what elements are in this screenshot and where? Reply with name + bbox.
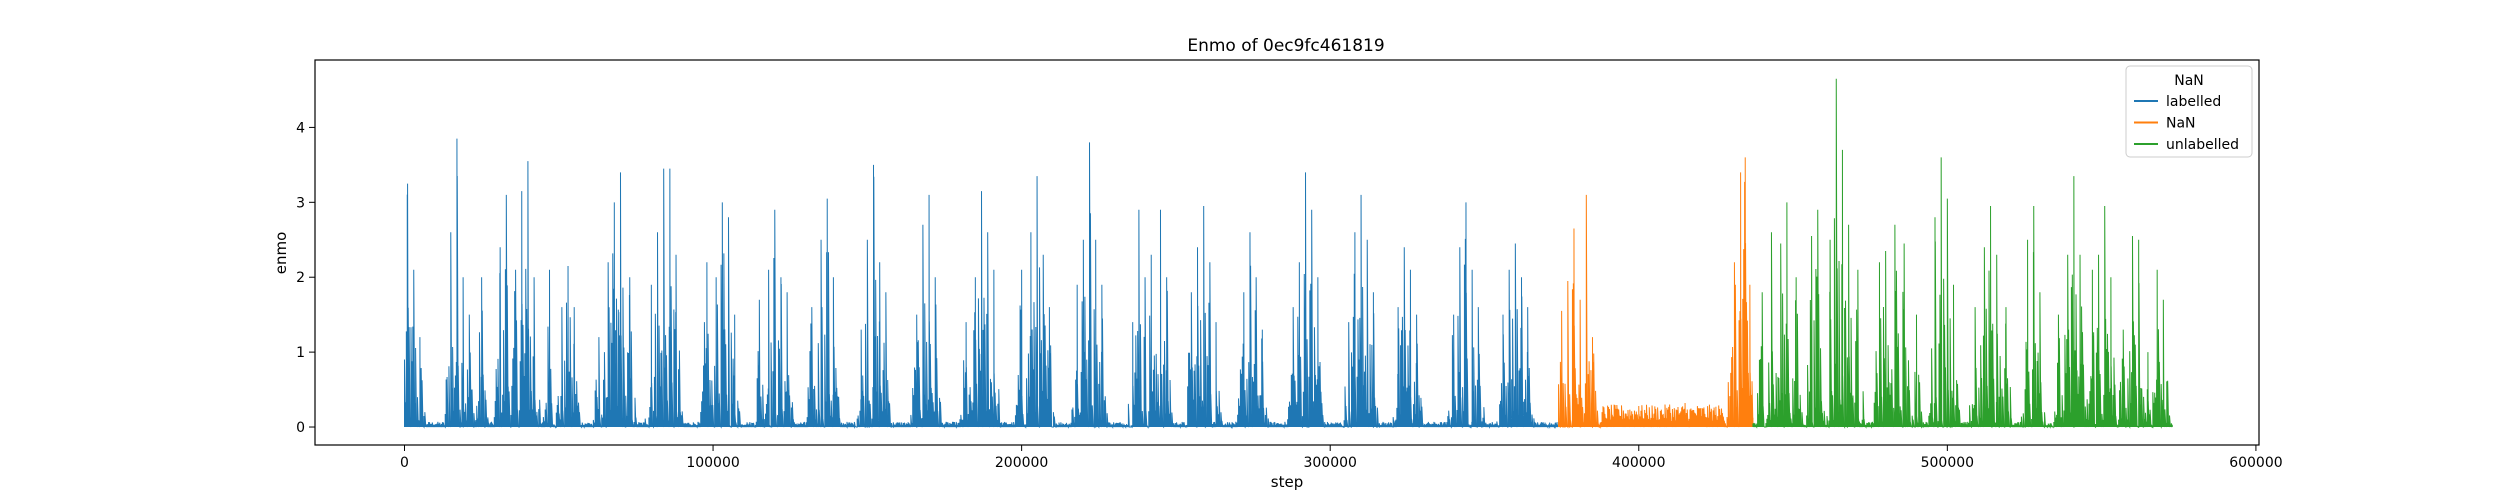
legend-title: NaN — [2174, 73, 2204, 89]
x-tick-label: 100000 — [686, 455, 739, 471]
y-tick-label: 2 — [296, 270, 305, 286]
y-tick-label: 4 — [296, 120, 305, 136]
legend-label: labelled — [2166, 94, 2221, 110]
x-tick-label: 200000 — [995, 455, 1048, 471]
legend-label: unlabelled — [2166, 137, 2239, 153]
y-axis-label: enmo — [272, 232, 290, 275]
x-tick-label: 0 — [400, 455, 409, 471]
chart-title: Enmo of 0ec9fc461819 — [1187, 36, 1384, 56]
y-tick-label: 3 — [296, 195, 305, 211]
x-tick-label: 500000 — [1921, 455, 1974, 471]
series-layer — [403, 78, 2173, 429]
series-line-labelled — [403, 138, 1559, 429]
legend-label: NaN — [2166, 116, 2196, 132]
series-line-NaN — [1558, 157, 1754, 429]
legend: NaN labelled NaN unlabelled — [2125, 65, 2253, 158]
x-axis: 0 100000 200000 300000 400000 500000 600000 — [400, 445, 2283, 471]
legend-box — [2125, 65, 2253, 158]
x-tick-label: 300000 — [1303, 455, 1356, 471]
x-tick-label: 400000 — [1612, 455, 1665, 471]
y-axis: 0 1 2 3 4 — [296, 120, 315, 436]
axes-frame — [314, 59, 2260, 446]
plot-area — [314, 59, 2260, 446]
x-tick-label: 600000 — [2229, 455, 2282, 471]
y-tick-label: 1 — [296, 345, 305, 361]
y-tick-label: 0 — [296, 420, 305, 436]
x-axis-label: step — [1271, 473, 1303, 491]
legend-entries: labelled NaN unlabelled — [2134, 94, 2239, 153]
series-line-unlabelled — [1752, 78, 2173, 429]
